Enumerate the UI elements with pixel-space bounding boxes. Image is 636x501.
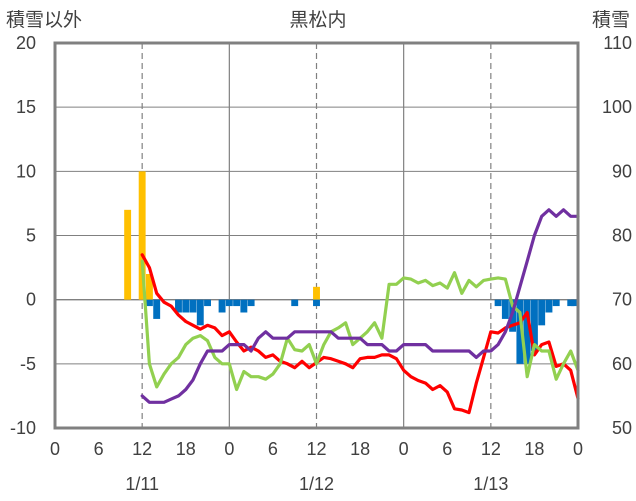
bar <box>313 299 320 307</box>
line-series <box>140 208 580 415</box>
x-tick-label: 6 <box>94 439 104 459</box>
left-y-tick-label: 5 <box>26 226 36 246</box>
right-y-tick-label: 110 <box>603 33 632 53</box>
chart-title: 黒松内 <box>289 9 346 31</box>
bar <box>567 299 575 307</box>
bar <box>501 299 509 319</box>
date-label: 1/13 <box>473 474 508 494</box>
right-y-tick-label: 90 <box>612 161 632 181</box>
bar <box>240 299 248 313</box>
bar <box>182 299 190 313</box>
x-tick-label: 18 <box>176 439 196 459</box>
right-y-tick-label: 50 <box>612 418 632 438</box>
x-tick-label: 12 <box>481 439 501 459</box>
bar <box>145 274 153 300</box>
left-y-tick-label: 20 <box>16 33 36 53</box>
bar <box>494 299 502 307</box>
date-label: 1/11 <box>125 474 159 494</box>
x-tick-label: 6 <box>268 439 278 459</box>
bar <box>571 299 578 307</box>
left-y-tick-label: 0 <box>26 290 36 310</box>
left-y-ticks: -10 -5 0 5 10 15 20 <box>10 33 36 438</box>
bar <box>313 286 320 300</box>
bar <box>196 299 204 326</box>
bar <box>545 299 553 313</box>
plot-frame <box>53 41 580 430</box>
right-y-tick-label: 60 <box>612 354 632 374</box>
x-tick-label: 12 <box>306 439 326 459</box>
bar <box>175 299 182 313</box>
date-label: 1/12 <box>299 474 334 494</box>
bar <box>138 171 146 300</box>
bar <box>552 299 560 307</box>
date-labels: 1/11 1/12 1/13 <box>125 474 508 494</box>
x-tick-label: 0 <box>399 439 409 459</box>
bar <box>218 299 226 313</box>
bar <box>530 299 538 351</box>
bar <box>516 299 524 364</box>
bar <box>291 299 299 307</box>
bar <box>233 299 241 307</box>
right-y-ticks: 50 60 70 80 90 100 110 <box>602 33 632 438</box>
x-tick-label: 0 <box>50 439 60 459</box>
series-line <box>140 253 580 415</box>
x-tick-label: 6 <box>442 439 452 459</box>
bar <box>145 299 153 307</box>
left-y-tick-label: 10 <box>16 161 36 181</box>
left-y-tick-label: -10 <box>10 418 36 438</box>
right-y-tick-label: 100 <box>602 97 632 117</box>
bar <box>124 209 132 300</box>
right-y-tick-label: 80 <box>612 226 632 246</box>
x-tick-label: 18 <box>524 439 544 459</box>
left-y-tick-label: -5 <box>20 354 36 374</box>
grid-lines <box>55 43 578 428</box>
x-tick-label: 18 <box>350 439 370 459</box>
bar-series <box>124 171 578 364</box>
left-axis-label: 積雪以外 <box>6 9 82 31</box>
x-ticks: 0 6 12 18 0 6 12 18 0 6 12 18 0 <box>50 439 583 459</box>
x-tick-label: 0 <box>224 439 234 459</box>
right-axis-label: 積雪 <box>592 9 630 31</box>
left-y-tick-label: 15 <box>16 97 36 117</box>
bar <box>204 299 211 307</box>
x-tick-label: 0 <box>573 439 583 459</box>
series-line <box>140 208 580 404</box>
bar <box>247 299 255 307</box>
right-y-tick-label: 70 <box>612 290 632 310</box>
bar <box>523 299 531 364</box>
bar <box>225 299 233 307</box>
x-tick-label: 12 <box>132 439 152 459</box>
bar <box>153 299 161 319</box>
bar <box>189 299 197 313</box>
bar <box>538 299 546 326</box>
